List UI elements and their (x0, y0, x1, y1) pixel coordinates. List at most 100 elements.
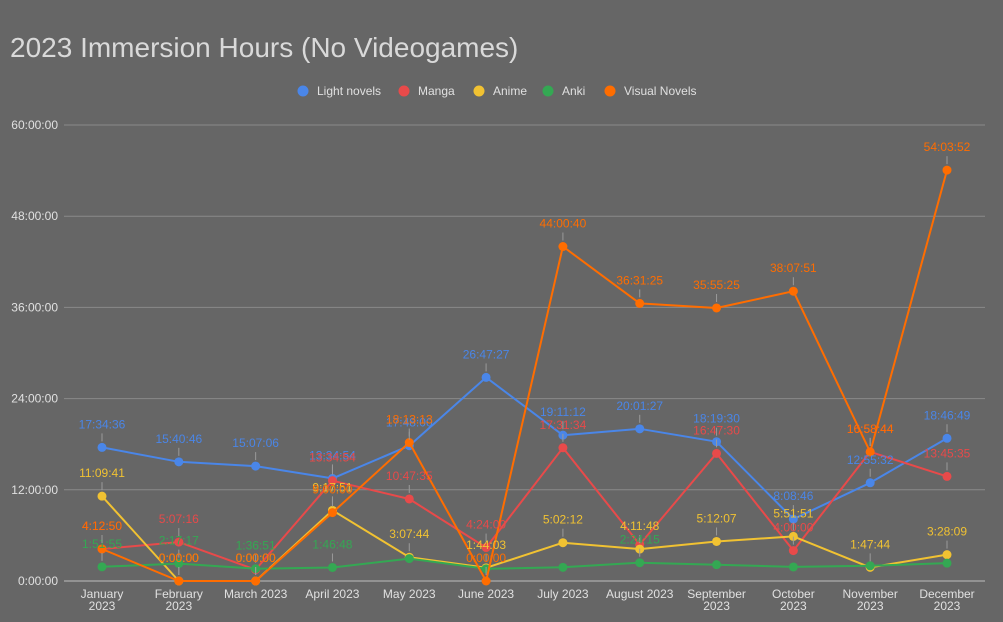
legend-item: Visual Novels (604, 84, 696, 98)
x-tick-label: July 2023 (537, 587, 589, 601)
data-label: 0:00:00 (236, 551, 276, 565)
data-label: 3:28:09 (927, 525, 967, 539)
data-label: 12:55:32 (847, 453, 894, 467)
data-label: 13:34:54 (309, 451, 356, 465)
x-tick-label-line: January (81, 587, 124, 601)
x-tick-label: November 2023 (843, 587, 898, 613)
data-point (942, 471, 952, 481)
series-visual-novels (97, 165, 952, 586)
y-tick-label: 0:00:00 (18, 574, 58, 588)
data-label: 16:58:44 (847, 422, 894, 436)
legend-label: Light novels (317, 84, 381, 98)
y-tick-label: 36:00:00 (11, 300, 58, 314)
data-point (97, 491, 107, 501)
data-point (558, 562, 568, 572)
data-label: 1:51:55 (82, 537, 122, 551)
data-label: 1:47:44 (850, 537, 890, 551)
data-point (788, 531, 798, 541)
data-point (942, 550, 952, 560)
data-point (942, 433, 952, 443)
x-tick-label-line: February (155, 587, 203, 601)
x-tick-label-line: May 2023 (383, 587, 436, 601)
x-tick-label: September 2023 (687, 587, 746, 613)
x-tick-label-line: July 2023 (537, 587, 589, 601)
y-axis: 0:00:00 12:00:00 24:00:00 36:00:00 48:00:00 6… (11, 118, 58, 588)
data-point (174, 537, 184, 547)
legend-label: Anime (493, 84, 527, 98)
x-tick-label-line: March 2023 (224, 587, 288, 601)
data-point (558, 242, 568, 252)
data-label: 11:09:41 (79, 466, 125, 480)
x-tick-label-line: 2023 (780, 599, 807, 613)
x-tick-label: May 2023 (383, 587, 436, 601)
y-tick-label: 24:00:00 (11, 392, 58, 406)
legend-marker (473, 85, 485, 97)
legend-marker (297, 85, 309, 97)
data-label: 15:40:46 (155, 432, 202, 446)
x-tick-label: March 2023 (224, 587, 288, 601)
data-label: 36:31:25 (616, 273, 663, 287)
legend-item: Anki (542, 84, 585, 98)
data-point (251, 576, 261, 586)
data-label: 1:46:48 (312, 537, 352, 551)
data-point (97, 562, 107, 572)
data-label: 15:07:06 (232, 436, 279, 450)
data-label: 4:24:00 (466, 518, 506, 532)
legend-marker (398, 85, 410, 97)
y-tick-label: 60:00:00 (11, 118, 58, 132)
data-label: 1:36:51 (236, 539, 276, 553)
data-label: 8:08:46 (773, 489, 813, 503)
data-point (174, 576, 184, 586)
legend-label: Manga (418, 84, 455, 98)
series-layer (97, 165, 952, 586)
chart-title: 2023 Immersion Hours (No Videogames) (10, 32, 518, 63)
data-point (251, 461, 261, 471)
data-label: 18:46:49 (924, 408, 971, 422)
x-tick-label-line: November (843, 587, 898, 601)
x-tick-label: April 2023 (305, 587, 359, 601)
data-label: 17:31:34 (540, 418, 587, 432)
data-point (865, 478, 875, 488)
data-label: 17:34:36 (79, 417, 126, 431)
data-point (558, 443, 568, 453)
data-label: 20:01:27 (616, 399, 663, 413)
data-label: 9:17:51 (312, 480, 352, 494)
data-label: 1:44:03 (466, 538, 506, 552)
data-label: 35:55:25 (693, 278, 740, 292)
data-label: 16:47:30 (693, 423, 740, 437)
series-line (101, 557, 948, 570)
data-point (942, 165, 952, 175)
data-point (635, 298, 645, 308)
series-anki (97, 554, 952, 574)
data-point (942, 558, 952, 568)
data-label: 5:02:12 (543, 513, 583, 527)
legend-label: Anki (562, 84, 585, 98)
data-point (327, 476, 337, 486)
x-tick-label: December 2023 (919, 587, 974, 613)
data-point (404, 554, 414, 564)
data-label: 2:17:17 (159, 534, 199, 548)
legend-item: Manga (398, 84, 455, 98)
data-point (712, 560, 722, 570)
series-line (101, 376, 948, 521)
data-label: 0:00:00 (159, 551, 199, 565)
data-label: 38:07:51 (770, 261, 817, 275)
x-tick-label: October 2023 (772, 587, 815, 613)
data-label: 26:47:27 (463, 347, 510, 361)
data-label: 0:00:00 (159, 551, 199, 565)
data-point (174, 559, 184, 569)
data-label: 2:24:15 (620, 533, 660, 547)
data-point (404, 494, 414, 504)
data-point (97, 544, 107, 554)
data-point (97, 442, 107, 452)
data-label: 13:45:35 (924, 446, 971, 460)
legend: Light novels Manga Anime Anki Visual Novels (297, 84, 696, 98)
y-tick-label: 48:00:00 (11, 209, 58, 223)
data-label: 5:07:16 (159, 512, 199, 526)
legend-label: Visual Novels (624, 84, 696, 98)
y-tick-label: 12:00:00 (11, 483, 58, 497)
data-label: 5:51:51 (773, 506, 813, 520)
legend-marker (604, 85, 616, 97)
